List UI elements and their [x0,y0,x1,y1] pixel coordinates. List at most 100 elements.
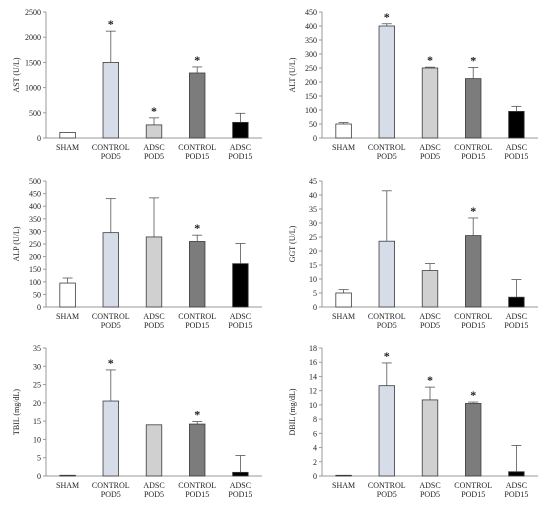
x-tick-label: POD5 [144,152,164,161]
x-tick-label: POD5 [101,321,121,330]
y-tick-label: 0 [37,472,41,481]
y-axis-label: GGT (U/L) [288,225,297,262]
y-tick-label: 450 [29,190,41,199]
bar-adsc-pod15 [232,263,249,308]
bar-sham [59,132,76,139]
bar-control-pod5 [378,385,395,477]
x-tick-label: POD5 [377,490,397,499]
y-tick-label: 14 [309,372,317,381]
y-axis-label: TBIL (mg/dL) [12,389,21,435]
y-tick-label: 6 [313,429,317,438]
chart-panel-1: 0 500 1000 1500 2000 2500 AST (U/L) SHAM * CONTRO… [12,8,262,161]
chart-panel-3: 0 50 100 150 200 250 300 350 400 450 500 ALP (U/L) S… [12,177,262,330]
bar-adsc-pod15 [232,471,249,477]
y-tick-label: 25 [309,233,317,242]
y-tick-label: 0 [313,472,317,481]
y-tick-label: 12 [309,387,317,396]
y-tick-label: 18 [309,344,317,353]
x-tick-label: ADSC [419,143,440,152]
x-tick-label: ADSC [506,143,527,152]
bar-control-pod5 [378,240,395,308]
y-tick-label: 20 [33,399,41,408]
bar-adsc-pod5 [421,399,439,477]
x-tick-label: CONTROL [454,143,492,152]
bar-adsc-pod15 [508,296,525,308]
bar-control-pod15 [465,235,482,308]
bar-sham [335,123,352,139]
x-tick-label: CONTROL [92,143,130,152]
x-tick-label: CONTROL [454,481,492,490]
x-tick-label: ADSC [506,481,527,490]
bar-control-pod5 [102,400,119,477]
x-tick-label: POD15 [504,321,528,330]
y-tick-label: 16 [309,358,317,367]
y-tick-label: 10 [309,275,317,284]
bar-adsc-pod5 [145,124,163,139]
significance-marker: * [470,204,476,218]
x-tick-label: SHAM [332,312,355,321]
bar-adsc-pod5 [421,67,439,139]
bar-control-pod15 [189,423,206,477]
x-tick-label: POD5 [420,321,440,330]
x-tick-label: POD5 [101,490,121,499]
bar-sham [335,474,352,477]
x-tick-label: POD5 [377,152,397,161]
x-tick-label: SHAM [332,143,355,152]
x-tick-label: CONTROL [368,481,406,490]
significance-marker: * [151,104,157,118]
x-tick-label: CONTROL [92,312,130,321]
x-tick-label: CONTROL [454,312,492,321]
x-tick-label: POD15 [228,152,252,161]
y-tick-label: 0 [313,303,317,312]
bar-control-pod5 [102,62,119,139]
significance-marker: * [384,349,390,363]
significance-marker: * [427,373,433,387]
x-tick-label: CONTROL [92,481,130,490]
significance-marker: * [108,356,114,370]
significance-marker: * [384,10,390,24]
significance-marker: * [470,53,476,67]
bar-control-pod5 [102,232,119,308]
x-tick-label: POD5 [144,321,164,330]
x-tick-label: POD15 [504,490,528,499]
x-tick-label: POD5 [420,490,440,499]
x-tick-label: SHAM [56,143,79,152]
y-tick-label: 15 [309,261,317,270]
y-tick-label: 10 [33,435,41,444]
bar-adsc-pod15 [508,111,525,139]
x-tick-label: ADSC [230,143,251,152]
x-tick-label: ADSC [143,312,164,321]
x-tick-label: POD15 [461,321,485,330]
x-tick-label: ADSC [506,312,527,321]
y-tick-label: 400 [305,22,317,31]
y-tick-label: 30 [33,362,41,371]
bar-control-pod15 [465,403,482,477]
y-tick-label: 0 [37,134,41,143]
y-tick-label: 300 [305,50,317,59]
y-tick-label: 2 [313,458,317,467]
y-tick-label: 5 [37,454,41,463]
y-tick-label: 350 [305,36,317,45]
chart-panel-2: 0 50 100 150 200 250 300 350 400 450 ALT (U/L) SHAM… [288,8,538,161]
bar-control-pod15 [465,78,482,139]
y-tick-label: 200 [305,78,317,87]
x-tick-label: POD15 [461,152,485,161]
significance-marker: * [427,53,433,67]
y-tick-label: 50 [33,290,41,299]
x-tick-label: ADSC [230,312,251,321]
bar-control-pod5 [378,25,395,139]
significance-marker: * [194,221,200,235]
y-tick-label: 100 [305,106,317,115]
significance-marker: * [194,53,200,67]
x-tick-label: POD5 [420,152,440,161]
y-tick-label: 0 [37,303,41,312]
x-tick-label: ADSC [230,481,251,490]
x-tick-label: CONTROL [368,143,406,152]
bar-control-pod15 [189,241,206,308]
x-tick-label: SHAM [56,312,79,321]
y-tick-label: 35 [309,205,317,214]
bar-adsc-pod5 [145,236,163,308]
